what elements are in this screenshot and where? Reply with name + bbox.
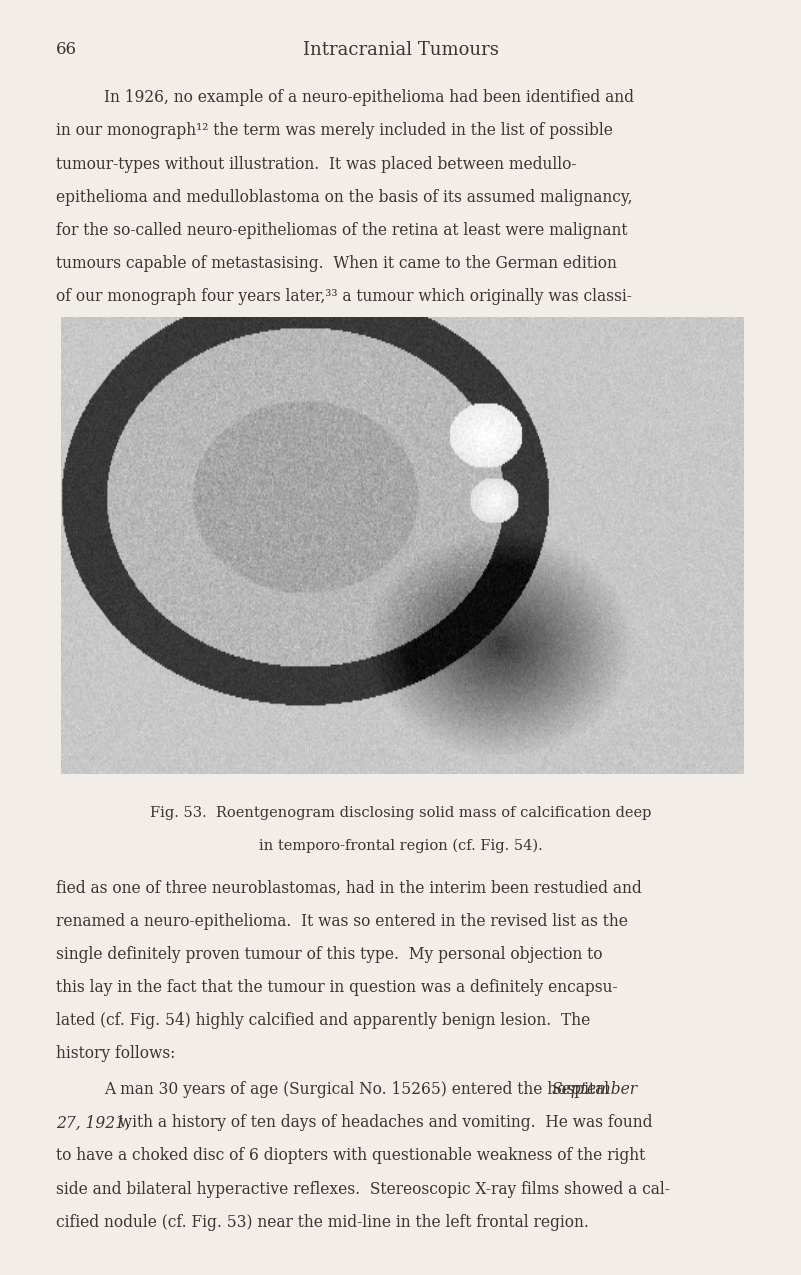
- Text: 66: 66: [56, 41, 77, 57]
- Text: to have a choked disc of 6 diopters with questionable weakness of the right: to have a choked disc of 6 diopters with…: [56, 1148, 646, 1164]
- Text: single definitely proven tumour of this type.  My personal objection to: single definitely proven tumour of this …: [56, 946, 602, 963]
- Text: 27, 1921,: 27, 1921,: [56, 1114, 130, 1131]
- Text: September: September: [551, 1081, 638, 1098]
- Text: side and bilateral hyperactive reflexes.  Stereoscopic X-ray films showed a cal-: side and bilateral hyperactive reflexes.…: [56, 1181, 670, 1197]
- Text: of our monograph four years later,³³ a tumour which originally was classi-: of our monograph four years later,³³ a t…: [56, 288, 632, 305]
- Text: history follows:: history follows:: [56, 1046, 175, 1062]
- Text: lated (cf. Fig. 54) highly calcified and apparently benign lesion.  The: lated (cf. Fig. 54) highly calcified and…: [56, 1012, 590, 1029]
- Text: epithelioma and medulloblastoma on the basis of its assumed malignancy,: epithelioma and medulloblastoma on the b…: [56, 189, 633, 205]
- Text: for the so-called neuro-epitheliomas of the retina at least were malignant: for the so-called neuro-epitheliomas of …: [56, 222, 627, 238]
- Text: fied as one of three neuroblastomas, had in the interim been restudied and: fied as one of three neuroblastomas, had…: [56, 880, 642, 896]
- Text: A man 30 years of age (Surgical No. 15265) entered the hospital: A man 30 years of age (Surgical No. 1526…: [104, 1081, 614, 1098]
- Text: tumours capable of metastasising.  When it came to the German edition: tumours capable of metastasising. When i…: [56, 255, 617, 272]
- Text: cified nodule (cf. Fig. 53) near the mid-line in the left frontal region.: cified nodule (cf. Fig. 53) near the mid…: [56, 1214, 589, 1230]
- Text: this lay in the fact that the tumour in question was a definitely encapsu-: this lay in the fact that the tumour in …: [56, 979, 618, 996]
- Text: in our monograph¹² the term was merely included in the list of possible: in our monograph¹² the term was merely i…: [56, 122, 613, 139]
- Text: renamed a neuro-epithelioma.  It was so entered in the revised list as the: renamed a neuro-epithelioma. It was so e…: [56, 913, 628, 929]
- Text: Fig. 53.  Roentgenogram disclosing solid mass of calcification deep: Fig. 53. Roentgenogram disclosing solid …: [150, 806, 651, 820]
- Text: In 1926, no example of a neuro-epithelioma had been identified and: In 1926, no example of a neuro-epithelio…: [104, 89, 634, 106]
- Text: with a history of ten days of headaches and vomiting.  He was found: with a history of ten days of headaches …: [114, 1114, 652, 1131]
- Text: Intracranial Tumours: Intracranial Tumours: [303, 41, 498, 59]
- Text: in temporo-frontal region (cf. Fig. 54).: in temporo-frontal region (cf. Fig. 54).: [259, 839, 542, 853]
- Text: tumour-types without illustration.  It was placed between medullo-: tumour-types without illustration. It wa…: [56, 156, 577, 172]
